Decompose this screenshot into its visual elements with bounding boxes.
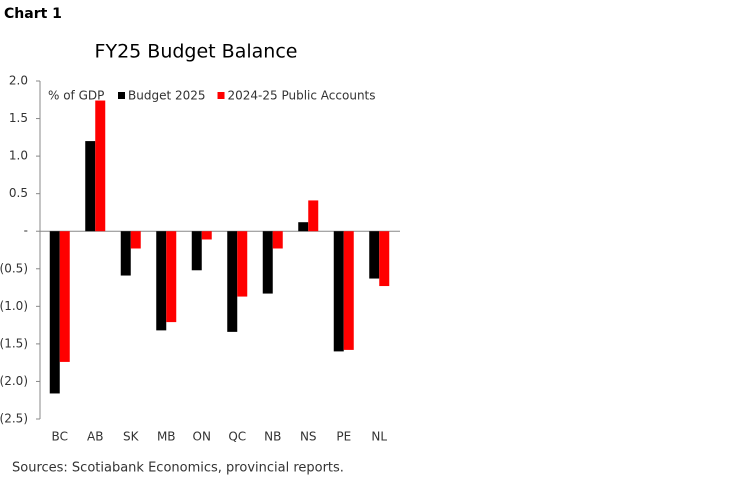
bar	[369, 231, 380, 279]
y-tick-label: 0.5	[9, 186, 28, 200]
bar	[95, 100, 106, 232]
bar	[262, 231, 273, 294]
x-tick-label: NS	[300, 430, 317, 444]
chart-title: FY25 Budget Balance	[95, 41, 298, 63]
legend-label: 2024-25 Public Accounts	[228, 89, 376, 103]
x-tick-label: SK	[123, 430, 140, 444]
bar	[166, 231, 177, 323]
bar	[227, 231, 238, 332]
x-tick-label: MB	[157, 430, 176, 444]
bar	[85, 141, 96, 232]
bar	[156, 231, 167, 331]
bar	[333, 231, 344, 352]
x-tick-label: NB	[264, 430, 281, 444]
x-tick-label: NL	[371, 430, 387, 444]
unit-label: % of GDP	[48, 89, 104, 103]
bar	[191, 231, 202, 271]
bar	[343, 231, 354, 350]
legend-swatch	[217, 92, 225, 99]
y-tick-label: (2.0)	[0, 374, 28, 388]
y-tick-label: (1.5)	[0, 336, 28, 350]
bar	[49, 231, 60, 394]
source-note: Sources: Scotiabank Economics, provincia…	[12, 461, 344, 476]
x-tick-label: AB	[87, 430, 103, 444]
bar	[237, 231, 248, 297]
bar	[308, 200, 319, 232]
x-tick-label: PE	[336, 430, 351, 444]
bar	[201, 231, 212, 240]
legend-swatch	[118, 92, 125, 99]
y-tick-label: 1.5	[9, 111, 28, 125]
x-tick-label: QC	[228, 430, 246, 444]
y-tick-label: 2.0	[9, 74, 28, 88]
bar	[59, 231, 70, 362]
bar	[130, 231, 141, 249]
bar	[272, 231, 283, 249]
y-tick-label: (1.0)	[0, 299, 28, 313]
y-tick-label: (2.5)	[0, 412, 28, 426]
chart-header: Chart 1	[4, 6, 62, 22]
legend-label: Budget 2025	[128, 89, 206, 103]
bar	[120, 231, 131, 276]
bar	[298, 222, 309, 232]
x-tick-label: ON	[193, 430, 211, 444]
bar	[379, 231, 390, 287]
y-tick-label: -	[24, 224, 28, 238]
x-tick-label: BC	[52, 430, 68, 444]
y-tick-label: 1.0	[9, 149, 28, 163]
y-tick-label: (0.5)	[0, 261, 28, 275]
